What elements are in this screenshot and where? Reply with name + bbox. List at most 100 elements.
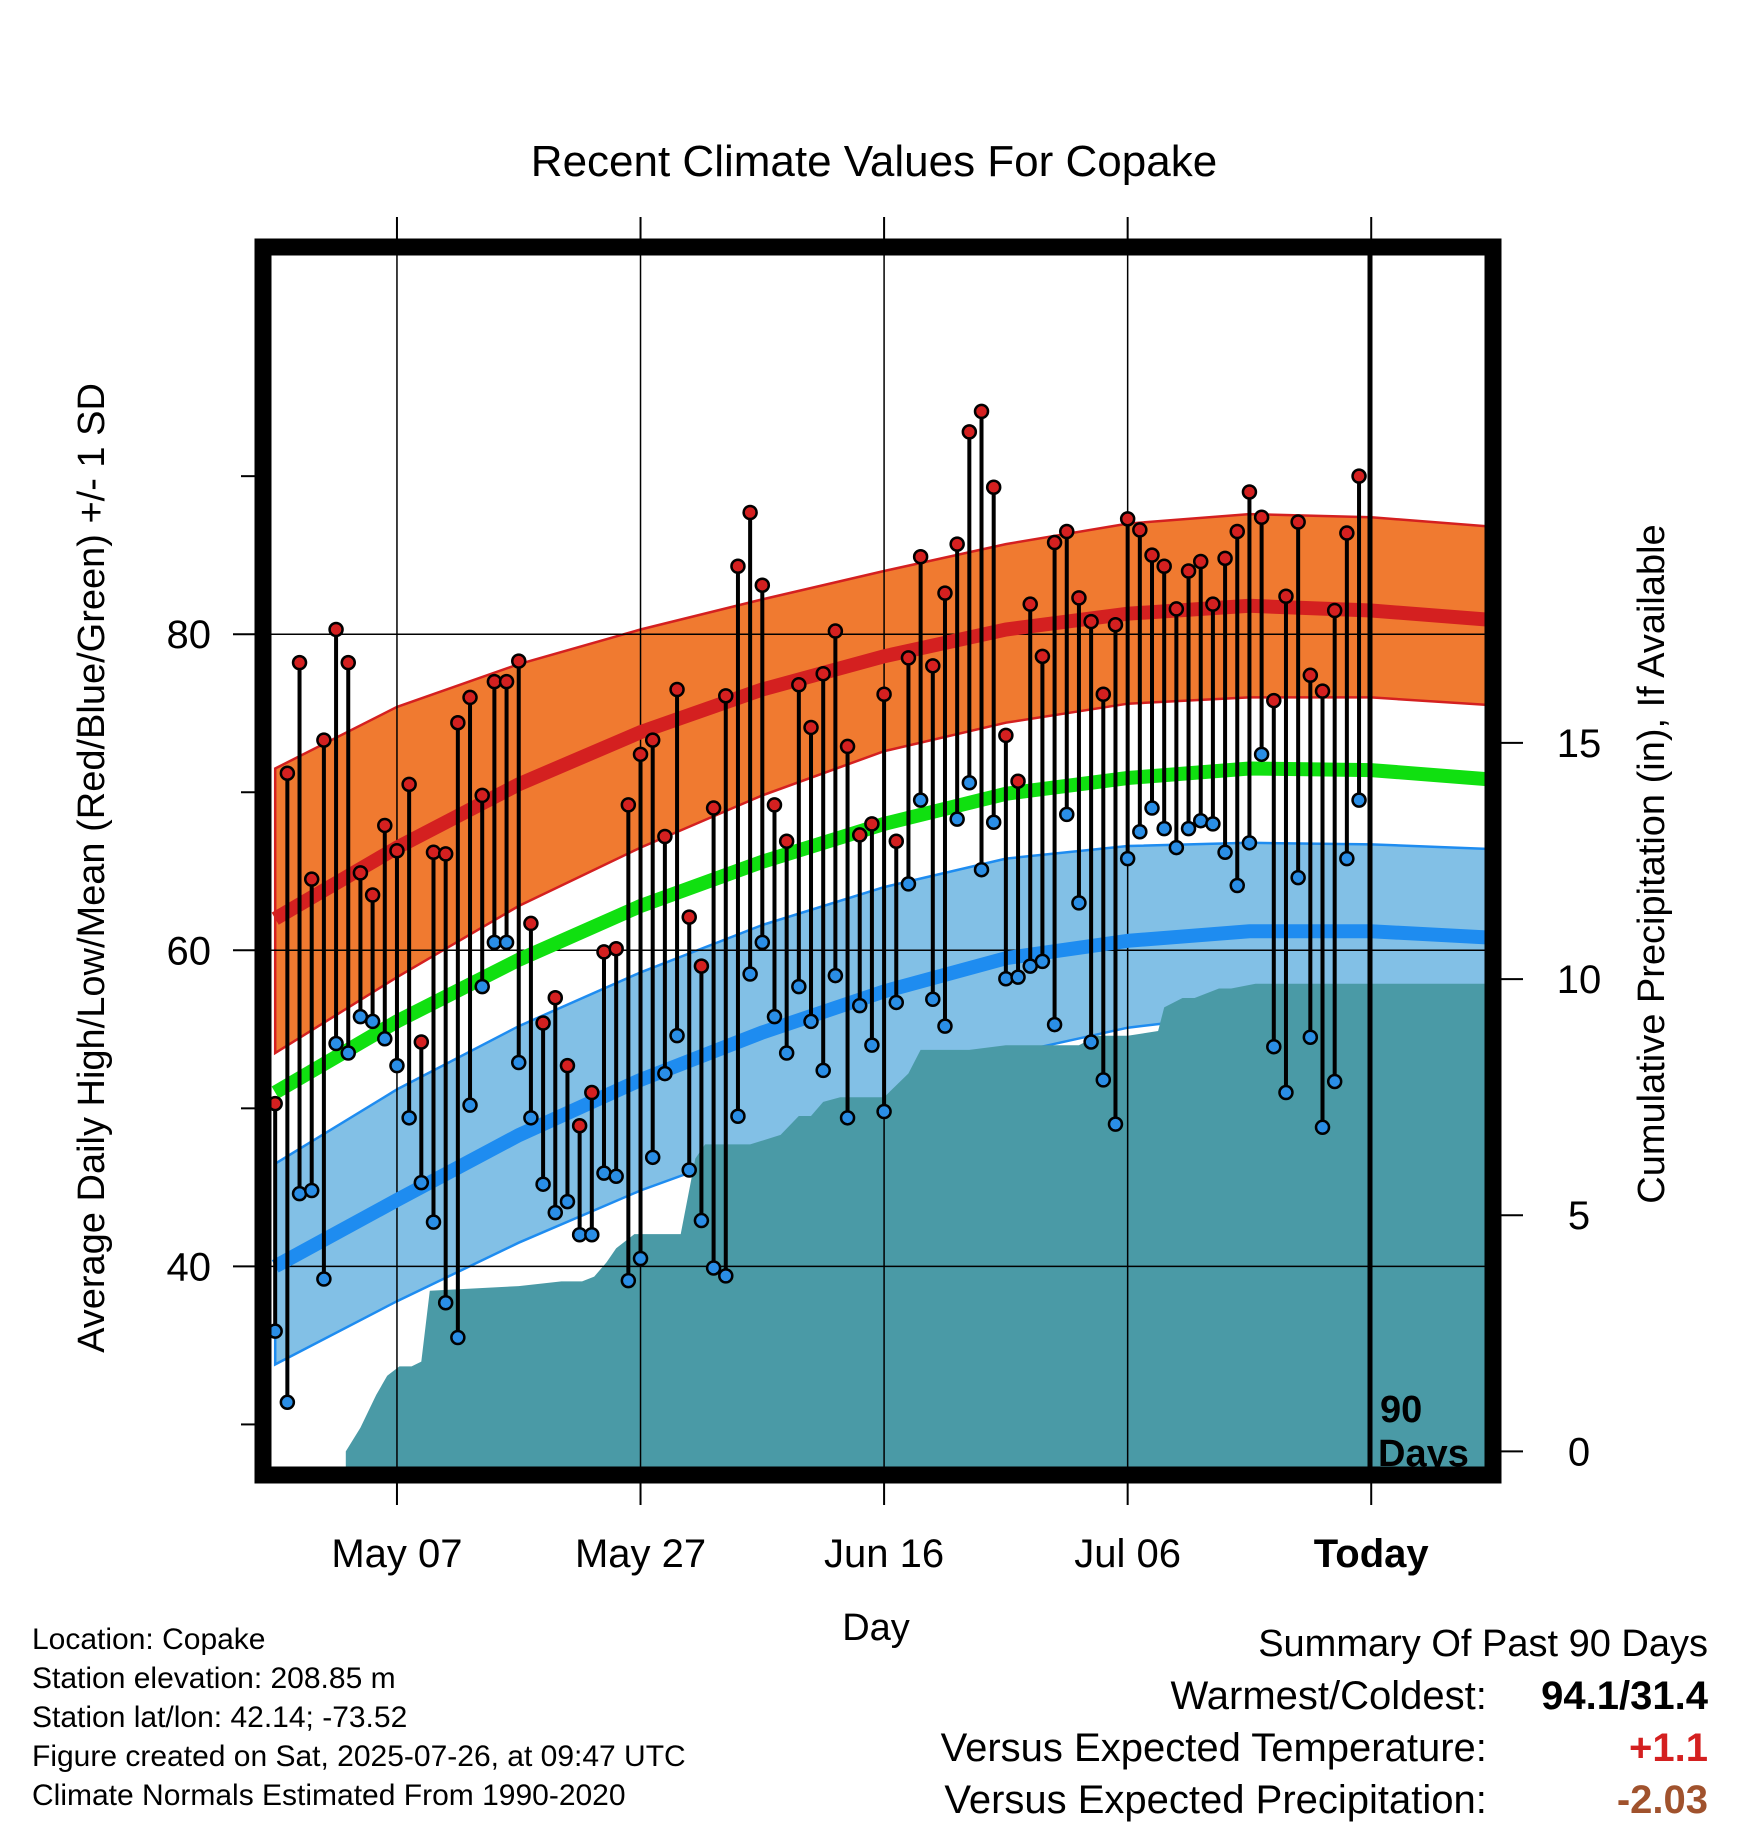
- daily-high-point: [1253, 509, 1270, 526]
- daily-low-point: [1034, 953, 1051, 970]
- daily-high-point: [1119, 511, 1136, 527]
- daily-low-point: [389, 1057, 405, 1074]
- daily-low-point: [912, 792, 929, 808]
- daily-low-point: [1156, 820, 1172, 837]
- warmest-coldest-label: Warmest/Coldest:: [1170, 1674, 1487, 1718]
- daily-low-point: [888, 994, 905, 1011]
- daily-high-point: [1071, 590, 1087, 606]
- daily-low-point: [1107, 1116, 1124, 1132]
- daily-high-point: [1046, 534, 1063, 551]
- daily-low-point: [596, 1165, 612, 1181]
- daily-high-point: [474, 787, 490, 804]
- daily-observations: [267, 403, 1367, 1411]
- y-tick-label: 60: [167, 929, 212, 973]
- warmest-coldest-value: 94.1/31.4: [1541, 1674, 1708, 1718]
- daily-high-point: [1034, 648, 1051, 665]
- normal-low-sd-band: [273, 841, 1493, 1367]
- daily-low-point: [1229, 877, 1246, 894]
- daily-high-point: [949, 536, 965, 552]
- daily-high-point: [766, 797, 783, 813]
- y-axis-ticks: 40 60 80: [167, 475, 255, 1426]
- daily-low-point: [827, 967, 844, 984]
- daily-low-point: [644, 1149, 661, 1166]
- daily-high-point: [1326, 602, 1343, 619]
- daily-high-point: [705, 800, 722, 816]
- daily-high-point: [644, 732, 661, 748]
- daily-high-point: [912, 549, 929, 565]
- daily-low-point: [279, 1394, 296, 1411]
- precipitation-departure-row: Versus Expected Precipitation: -2.03: [941, 1774, 1708, 1826]
- daily-high-point: [316, 732, 332, 748]
- daily-high-point: [279, 765, 296, 782]
- daily-low-point: [718, 1268, 734, 1284]
- daily-high-point: [340, 654, 356, 671]
- daily-low-point: [730, 1108, 746, 1124]
- daily-low-point: [1339, 850, 1355, 867]
- daily-high-point: [1022, 596, 1038, 612]
- x-tick-label: May 27: [575, 1532, 706, 1576]
- daily-low-point: [303, 1182, 320, 1199]
- daily-high-point: [1205, 596, 1221, 612]
- daily-high-point: [1302, 667, 1319, 684]
- temperature-departure-label: Versus Expected Temperature:: [940, 1726, 1487, 1770]
- x-tick-label: Today: [1314, 1532, 1430, 1576]
- precipitation-departure-label: Versus Expected Precipitation:: [944, 1778, 1487, 1822]
- daily-high-point: [571, 1117, 588, 1134]
- daily-high-point: [961, 424, 978, 440]
- warmest-coldest-row: Warmest/Coldest: 94.1/31.4: [941, 1670, 1709, 1722]
- daily-low-point: [584, 1227, 600, 1243]
- daily-high-point: [608, 940, 624, 957]
- daily-low-point: [437, 1294, 454, 1311]
- y2-tick-label: 10: [1557, 958, 1602, 1002]
- daily-low-point: [328, 1035, 344, 1052]
- precipitation-departure-value: -2.03: [1616, 1778, 1708, 1822]
- daily-low-point: [608, 1168, 624, 1185]
- daily-low-point: [340, 1045, 356, 1061]
- today-days-number: 90: [1380, 1389, 1422, 1431]
- daily-low-point: [498, 934, 515, 951]
- daily-high-point: [876, 686, 892, 703]
- daily-low-point: [1302, 1029, 1319, 1045]
- daily-low-point: [450, 1329, 466, 1346]
- daily-low-point: [998, 970, 1014, 987]
- daily-high-point: [535, 1015, 551, 1031]
- daily-high-point: [328, 621, 344, 638]
- y2-axis-label: Cumulative Precipitation (in), If Availa…: [1631, 524, 1673, 1203]
- daily-high-point: [839, 738, 856, 755]
- y2-axis-ticks: 0 5 10 15: [1501, 722, 1601, 1474]
- daily-low-point: [1253, 746, 1270, 763]
- daily-low-point: [669, 1027, 685, 1044]
- daily-low-point: [864, 1037, 880, 1053]
- daily-high-point: [1095, 686, 1112, 703]
- daily-low-point: [620, 1272, 637, 1289]
- daily-high-point: [973, 403, 990, 420]
- daily-low-point: [973, 861, 990, 878]
- daily-high-point: [1059, 523, 1075, 540]
- daily-low-point: [462, 1097, 478, 1113]
- daily-low-point: [1144, 800, 1160, 816]
- daily-low-point: [559, 1193, 576, 1210]
- x-axis-ticks: May 07 May 27 Jun 16 Jul 06 Today: [331, 217, 1429, 1576]
- daily-high-point: [1156, 558, 1172, 574]
- daily-low-point: [523, 1110, 539, 1126]
- daily-low-point: [985, 814, 1002, 831]
- latlon-text: Station lat/lon: 42.14; -73.52: [32, 1701, 408, 1734]
- daily-low-point: [961, 775, 978, 791]
- daily-low-point: [1290, 869, 1306, 886]
- daily-high-point: [1192, 553, 1209, 570]
- daily-high-point: [1351, 468, 1367, 484]
- daily-low-point: [766, 1008, 783, 1025]
- daily-high-point: [364, 887, 381, 903]
- daily-high-point: [888, 833, 905, 849]
- daily-high-point: [1266, 692, 1282, 709]
- daily-low-point: [535, 1176, 551, 1192]
- y-tick-label: 40: [167, 1245, 212, 1289]
- daily-low-point: [925, 991, 941, 1008]
- daily-low-point: [937, 1018, 953, 1034]
- daily-high-point: [377, 817, 393, 834]
- daily-low-point: [1132, 824, 1148, 840]
- daily-low-point: [1168, 839, 1185, 856]
- daily-low-point: [413, 1174, 430, 1191]
- daily-low-point: [1192, 812, 1209, 829]
- daily-low-point: [1326, 1073, 1343, 1090]
